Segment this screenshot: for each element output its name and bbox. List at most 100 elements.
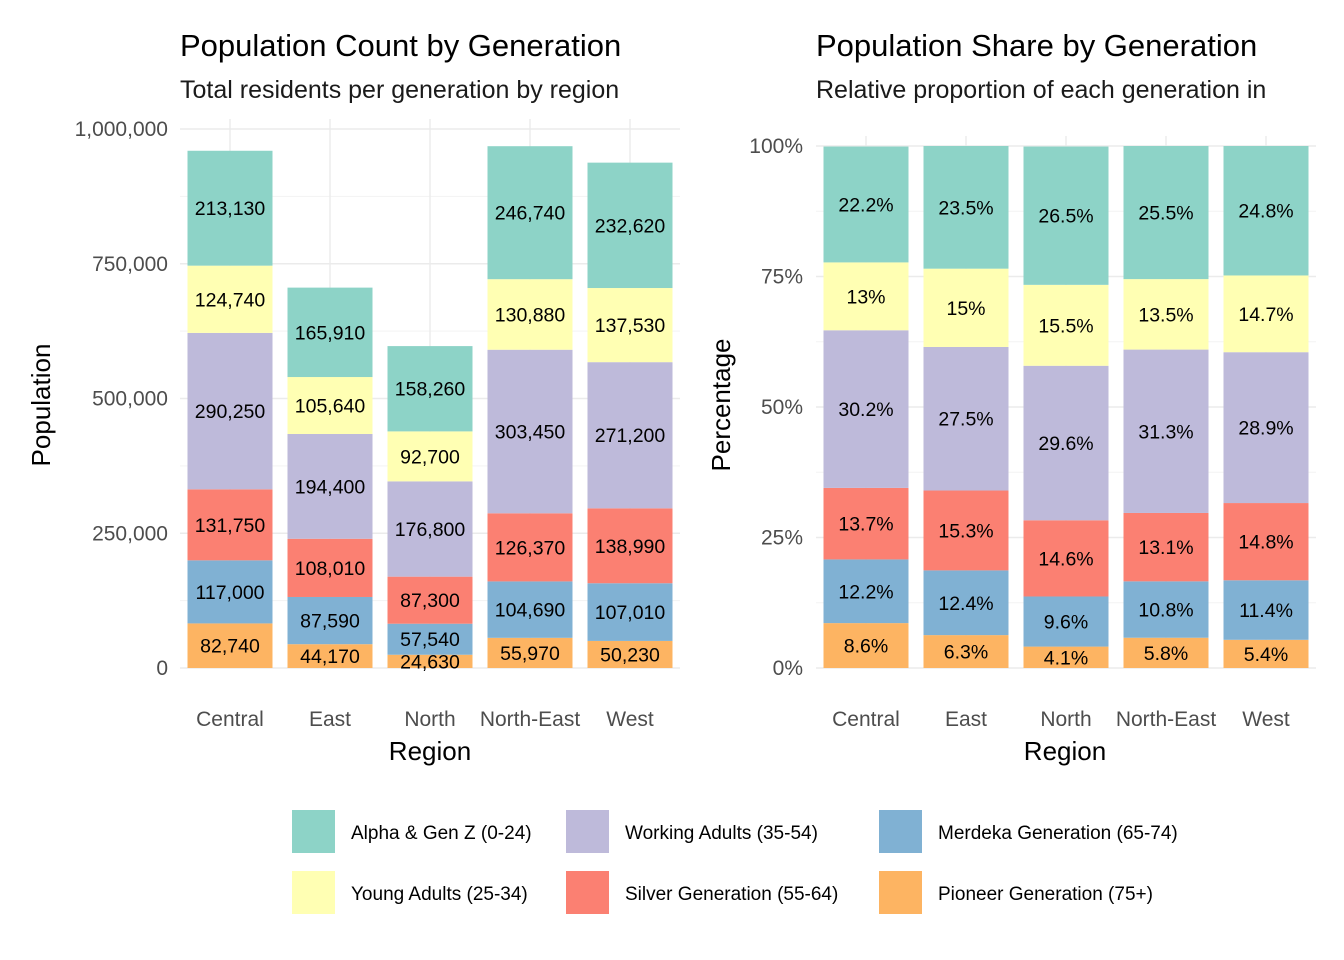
legend-label-pioneer-generation-75: Pioneer Generation (75+) <box>938 884 1153 905</box>
legend-swatch-working-adults-35-54 <box>566 810 609 853</box>
share-bar-north-young-adults-25-34 <box>1023 284 1109 366</box>
count-bar-central-young-adults-25-34 <box>187 265 273 333</box>
share-bar-north-working-adults-35-54 <box>1023 365 1109 521</box>
count-data-label: 137,530 <box>595 315 666 337</box>
share-data-label: 11.4% <box>1239 600 1293 622</box>
count-data-label: 105,640 <box>295 396 366 418</box>
share-bar-north-merdeka-generation-65-74 <box>1023 596 1109 647</box>
count-data-label: 213,130 <box>195 198 266 220</box>
share-chart-title: Population Share by Generation <box>816 28 1257 63</box>
count-data-label: 176,800 <box>395 519 466 541</box>
count-x-tick-label: Central <box>196 708 264 731</box>
count-bar-central-working-adults-35-54 <box>187 332 273 490</box>
count-data-label: 303,450 <box>495 422 566 444</box>
count-bar-west-merdeka-generation-65-74 <box>587 583 673 641</box>
share-bar-east-young-adults-25-34 <box>923 268 1009 347</box>
count-data-label: 92,700 <box>400 446 460 468</box>
share-data-label: 28.9% <box>1238 418 1293 440</box>
share-bar-north-east-merdeka-generation-65-74 <box>1123 581 1209 638</box>
share-data-label: 13.7% <box>838 514 893 536</box>
share-data-label: 30.2% <box>838 399 893 421</box>
count-chart-panel: 82,740 117,000 131,750 290,250 124,740 213,13… <box>26 28 680 766</box>
count-bar-north-young-adults-25-34 <box>387 431 473 482</box>
share-x-tick-label: West <box>1242 708 1290 731</box>
share-x-tick-label: North <box>1040 708 1091 731</box>
count-data-label: 104,690 <box>495 600 566 622</box>
count-bar-east-merdeka-generation-65-74 <box>287 596 373 645</box>
count-data-label: 107,010 <box>595 602 666 624</box>
count-y-tick-label: 1,000,000 <box>75 118 168 141</box>
share-data-label: 10.8% <box>1138 600 1193 622</box>
count-data-label: 131,750 <box>195 515 266 537</box>
count-data-label: 232,620 <box>595 215 666 237</box>
share-data-label: 25.5% <box>1138 203 1193 225</box>
count-y-tick-label: 750,000 <box>92 253 168 276</box>
legend-label-silver-generation-55-64: Silver Generation (55-64) <box>625 884 838 905</box>
legend-swatch-alpha-gen-z-0-24 <box>292 810 335 853</box>
count-data-label: 165,910 <box>295 322 366 344</box>
share-chart-x-ticks: Central East North North-East West <box>832 708 1290 731</box>
share-data-label: 23.5% <box>938 197 993 219</box>
share-data-label: 12.2% <box>838 581 893 603</box>
share-data-label: 13.5% <box>1138 304 1193 326</box>
share-y-tick-label: 0% <box>773 657 803 680</box>
share-y-tick-label: 75% <box>761 266 803 289</box>
count-bar-north-east-pioneer-generation-75 <box>487 637 573 668</box>
count-bar-north-east-silver-generation-55-64 <box>487 513 573 582</box>
count-bar-north-east-alpha-gen-z-0-24 <box>487 146 573 280</box>
legend-label-working-adults-35-54: Working Adults (35-54) <box>625 823 818 844</box>
share-bar-east-alpha-gen-z-0-24 <box>923 146 1009 269</box>
share-data-label: 14.7% <box>1238 304 1293 326</box>
legend-swatch-merdeka-generation-65-74 <box>879 810 922 853</box>
count-y-tick-label: 250,000 <box>92 522 168 545</box>
count-x-tick-label: West <box>606 708 654 731</box>
share-data-label: 13% <box>846 286 885 308</box>
count-bar-east-young-adults-25-34 <box>287 377 373 434</box>
share-chart-panel: 8.6% 12.2% 13.7% 30.2% 13% 22.2% 6.3% 12.4% 15.3… <box>706 28 1316 766</box>
share-x-tick-label: Central <box>832 708 900 731</box>
share-data-label: 14.8% <box>1238 532 1293 554</box>
share-data-label: 24.8% <box>1238 201 1293 223</box>
count-bar-north-pioneer-generation-75 <box>387 654 473 668</box>
count-data-label: 87,300 <box>400 590 460 612</box>
share-data-label: 9.6% <box>1044 612 1088 634</box>
count-bar-east-silver-generation-55-64 <box>287 538 373 597</box>
legend-label-alpha-gen-z-0-24: Alpha & Gen Z (0-24) <box>351 823 532 844</box>
share-data-label: 15% <box>946 298 985 320</box>
share-bar-east-merdeka-generation-65-74 <box>923 570 1009 636</box>
share-bar-west-alpha-gen-z-0-24 <box>1223 146 1309 276</box>
count-chart-x-axis-title: Region <box>389 736 471 766</box>
count-bar-north-alpha-gen-z-0-24 <box>387 346 473 432</box>
legend: Alpha & Gen Z (0-24) Young Adults (25-34)… <box>292 810 1178 914</box>
share-bar-central-silver-generation-55-64 <box>823 487 909 560</box>
count-x-tick-label: North <box>404 708 455 731</box>
count-bar-central-merdeka-generation-65-74 <box>187 560 273 624</box>
count-bar-east-pioneer-generation-75 <box>287 644 373 668</box>
share-data-label: 6.3% <box>944 642 988 664</box>
count-x-tick-label: North-East <box>480 708 581 731</box>
share-bar-central-pioneer-generation-75 <box>823 623 909 668</box>
count-y-tick-label: 500,000 <box>92 388 168 411</box>
share-data-label: 13.1% <box>1138 537 1193 559</box>
count-bar-west-working-adults-35-54 <box>587 362 673 509</box>
count-data-label: 194,400 <box>295 476 366 498</box>
count-data-label: 108,010 <box>295 558 366 580</box>
share-data-label: 15.3% <box>938 520 993 542</box>
share-bar-north-east-young-adults-25-34 <box>1123 279 1209 350</box>
count-chart-y-ticks: 0 250,000 500,000 750,000 1,000,000 <box>75 118 168 680</box>
share-data-label: 22.2% <box>838 194 893 216</box>
count-data-label: 246,740 <box>495 203 566 225</box>
count-data-label: 138,990 <box>595 536 666 558</box>
legend-label-merdeka-generation-65-74: Merdeka Generation (65-74) <box>938 823 1178 844</box>
count-bar-east-alpha-gen-z-0-24 <box>287 287 373 378</box>
count-data-label: 158,260 <box>395 379 466 401</box>
share-data-label: 29.6% <box>1038 433 1093 455</box>
count-bar-central-alpha-gen-z-0-24 <box>187 150 273 266</box>
count-data-label: 117,000 <box>195 582 264 604</box>
count-chart-bars <box>187 146 673 668</box>
share-data-label: 15.5% <box>1038 315 1093 337</box>
share-chart-y-ticks: 0% 25% 50% 75% 100% <box>749 135 803 680</box>
count-data-label: 130,880 <box>495 304 566 326</box>
count-bar-west-young-adults-25-34 <box>587 288 673 363</box>
